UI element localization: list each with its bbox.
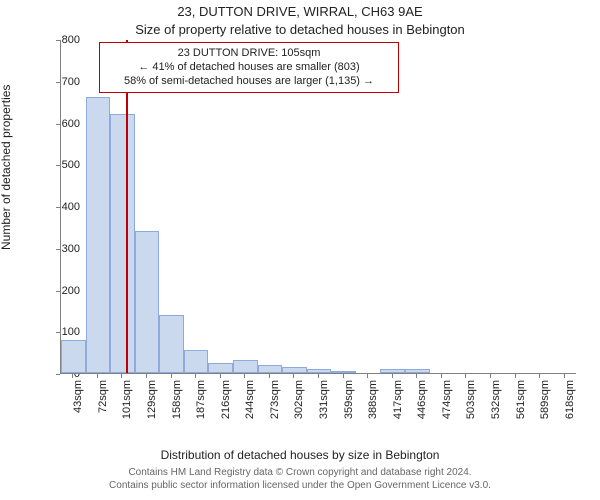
x-tick-mark (392, 374, 393, 378)
histogram-bar (380, 369, 405, 373)
x-tick-mark (171, 374, 172, 378)
chart-container: 23, DUTTON DRIVE, WIRRAL, CH63 9AE Size … (0, 0, 600, 500)
histogram-bar (135, 231, 160, 373)
x-tick-mark (318, 374, 319, 378)
x-tick-label: 331sqm (318, 380, 330, 419)
x-tick-mark (465, 374, 466, 378)
y-axis-label: Number of detached properties (0, 85, 13, 250)
histogram-bar (233, 360, 258, 373)
x-tick-label: 446sqm (416, 380, 428, 419)
x-tick-label: 216sqm (220, 380, 232, 419)
x-tick-mark (441, 374, 442, 378)
x-tick-mark (121, 374, 122, 378)
x-tick-mark (97, 374, 98, 378)
copyright-line-2: Contains public sector information licen… (0, 479, 600, 492)
histogram-bar (159, 315, 184, 373)
x-tick-label: 129sqm (146, 380, 158, 419)
histogram-bar (86, 97, 111, 373)
x-tick-label: 187sqm (195, 380, 207, 419)
annotation-line-2: ← 41% of detached houses are smaller (80… (108, 61, 390, 75)
x-tick-mark (343, 374, 344, 378)
histogram-bar (110, 114, 135, 373)
histogram-bar (307, 369, 332, 373)
address-title: 23, DUTTON DRIVE, WIRRAL, CH63 9AE (0, 4, 600, 19)
x-tick-label: 618sqm (564, 380, 576, 419)
annotation-line-3: 58% of semi-detached houses are larger (… (108, 75, 390, 89)
histogram-bar (208, 363, 233, 373)
x-tick-mark (539, 374, 540, 378)
x-tick-label: 72sqm (97, 380, 109, 413)
x-tick-mark (416, 374, 417, 378)
histogram-bar (282, 367, 307, 373)
x-tick-label: 388sqm (367, 380, 379, 419)
x-axis-label: Distribution of detached houses by size … (0, 448, 600, 462)
histogram-bar (258, 365, 283, 373)
x-tick-label: 503sqm (465, 380, 477, 419)
x-tick-label: 589sqm (539, 380, 551, 419)
x-tick-label: 302sqm (293, 380, 305, 419)
x-tick-label: 244sqm (244, 380, 256, 419)
annotation-line-1: 23 DUTTON DRIVE: 105sqm (108, 47, 390, 61)
plot-area: 23 DUTTON DRIVE: 105sqm ← 41% of detache… (60, 40, 576, 374)
x-tick-mark (367, 374, 368, 378)
x-tick-mark (269, 374, 270, 378)
x-tick-mark (244, 374, 245, 378)
histogram-bar (61, 340, 86, 373)
x-tick-label: 101sqm (121, 380, 133, 419)
copyright-block: Contains HM Land Registry data © Crown c… (0, 466, 600, 492)
x-tick-label: 359sqm (343, 380, 355, 419)
x-tick-label: 43sqm (72, 380, 84, 413)
x-tick-mark (515, 374, 516, 378)
x-tick-label: 273sqm (269, 380, 281, 419)
x-tick-label: 532sqm (490, 380, 502, 419)
annotation-box: 23 DUTTON DRIVE: 105sqm ← 41% of detache… (99, 42, 399, 93)
x-tick-mark (195, 374, 196, 378)
x-tick-label: 158sqm (171, 380, 183, 419)
y-tick-mark (56, 374, 60, 375)
histogram-bar (405, 369, 430, 373)
x-tick-mark (72, 374, 73, 378)
subtitle: Size of property relative to detached ho… (0, 22, 600, 37)
histogram-bar (184, 350, 209, 373)
x-tick-label: 474sqm (441, 380, 453, 419)
x-tick-label: 417sqm (392, 380, 404, 419)
x-tick-label: 561sqm (515, 380, 527, 419)
histogram-bar (331, 371, 356, 373)
x-tick-mark (490, 374, 491, 378)
x-tick-mark (146, 374, 147, 378)
x-tick-mark (220, 374, 221, 378)
x-tick-mark (564, 374, 565, 378)
x-tick-mark (293, 374, 294, 378)
copyright-line-1: Contains HM Land Registry data © Crown c… (0, 466, 600, 479)
